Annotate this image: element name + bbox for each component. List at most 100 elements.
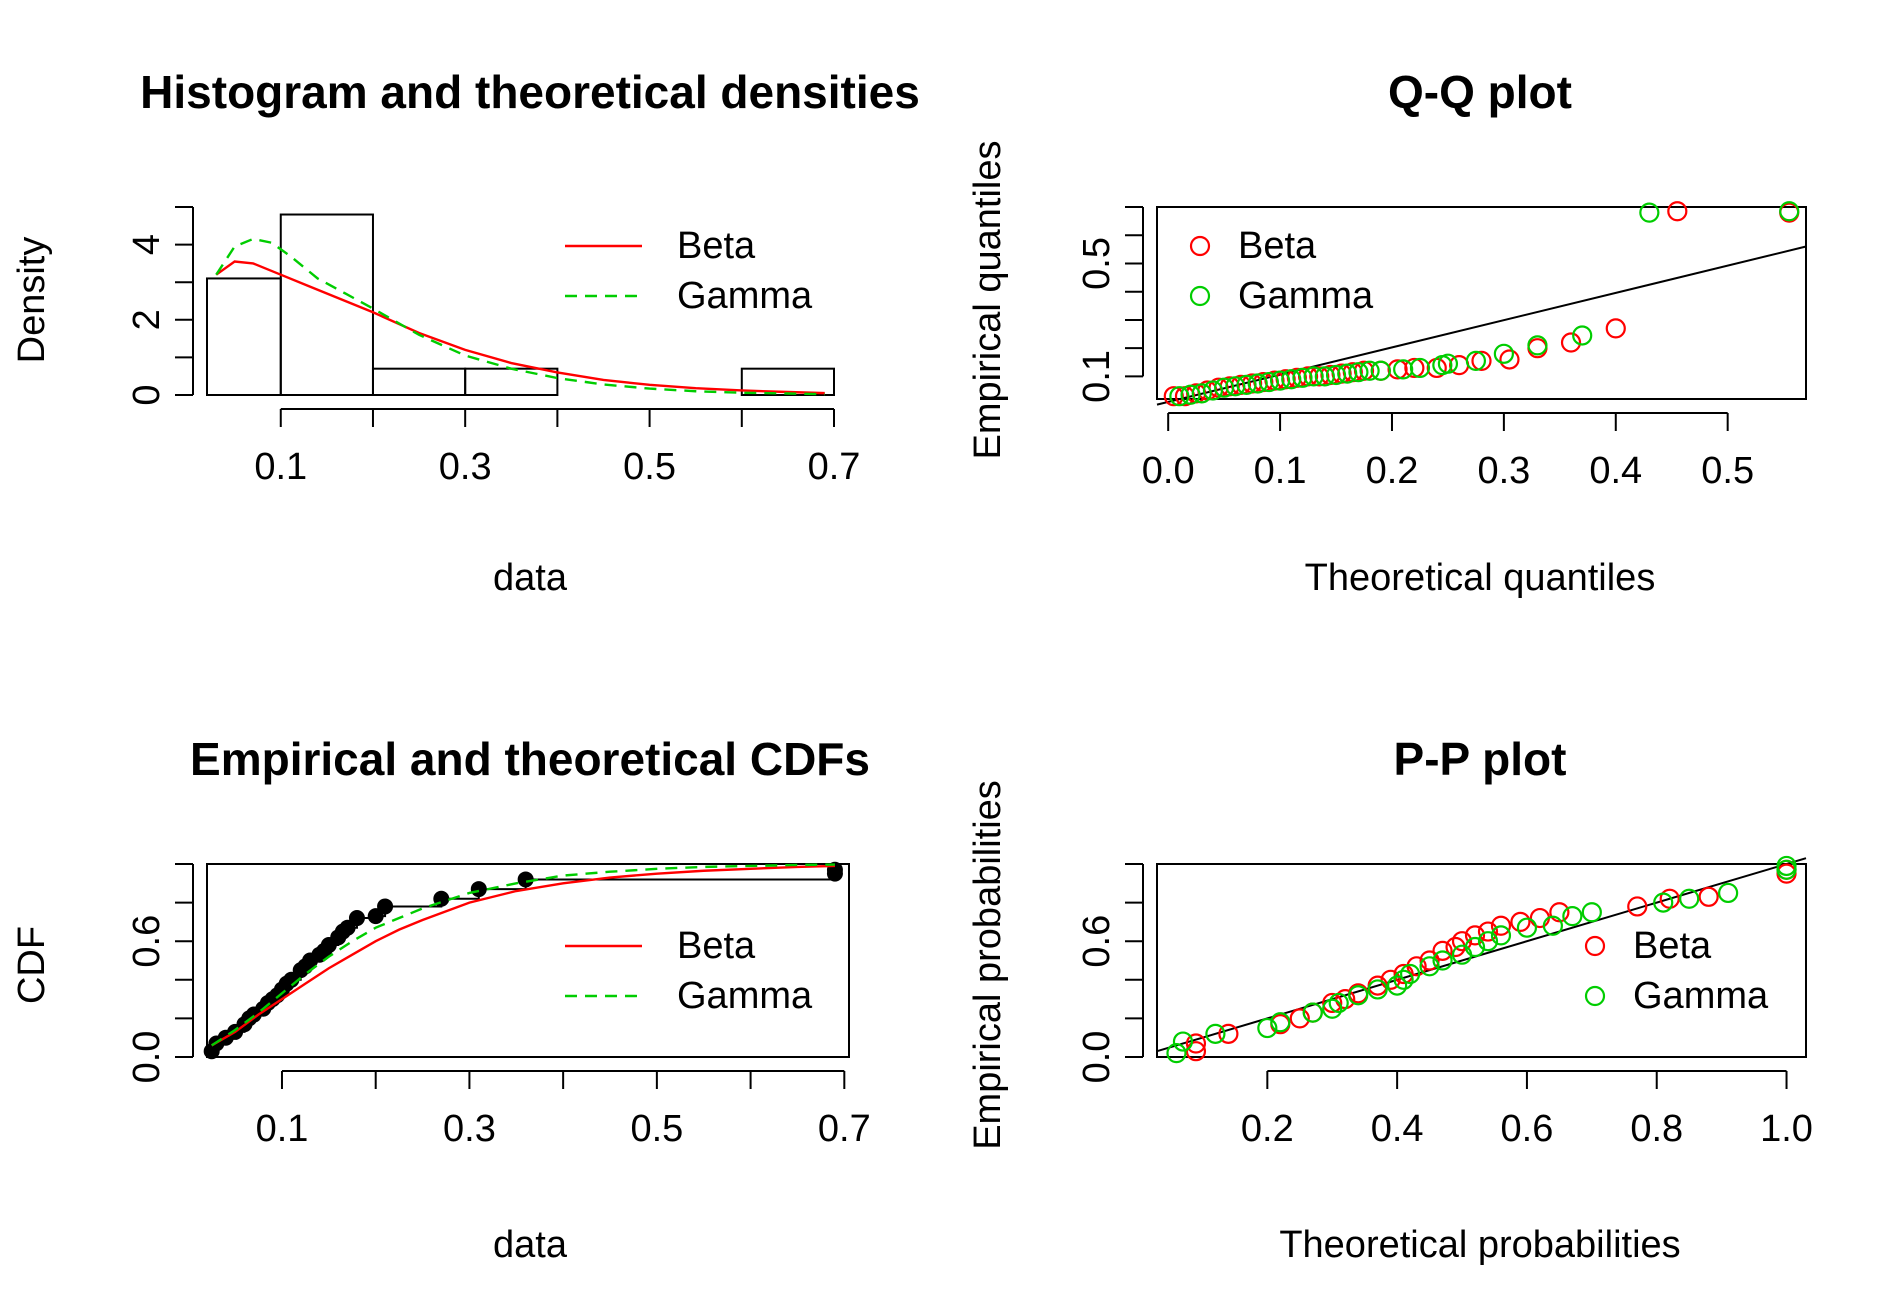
empirical-point <box>517 871 534 888</box>
panel-histogram: Histogram and theoretical densities data… <box>11 66 920 599</box>
gamma-point <box>1527 335 1548 356</box>
plot-area: 0.2 0.4 0.6 0.8 1.0 0.0 0.6 Beta Gamma <box>1076 855 1813 1150</box>
gamma-point <box>1370 360 1391 381</box>
y-axis-label: Density <box>11 237 53 364</box>
gamma-point <box>1258 371 1279 393</box>
y-tick-label: 0.6 <box>126 915 168 968</box>
gamma-point <box>1325 364 1347 386</box>
legend-label: Gamma <box>677 275 813 317</box>
beta-curve <box>215 260 825 395</box>
plot-area: 0.1 0.3 0.5 0.7 0 2 4 Beta Gamma <box>126 206 861 488</box>
y-axis-label: Empirical quantiles <box>967 141 1009 460</box>
legend: Beta Gamma <box>565 225 813 317</box>
legend-gamma-marker <box>1189 285 1211 307</box>
gamma-point <box>1348 362 1369 383</box>
gamma-point <box>1166 1043 1187 1064</box>
beta-point <box>1464 925 1486 946</box>
legend: Beta Gamma <box>1584 925 1769 1017</box>
x-axis-label: data <box>493 1224 568 1266</box>
x-tick-label: 0.5 <box>630 1108 683 1150</box>
gamma-point <box>1516 917 1538 938</box>
plot-frame <box>1156 206 1807 400</box>
x-tick-label: 0.1 <box>256 1108 309 1150</box>
x-axis-label: Theoretical probabilities <box>1279 1224 1680 1266</box>
legend-label: Beta <box>677 225 756 267</box>
gamma-point <box>1172 1031 1194 1052</box>
x-tick-label: 0.7 <box>808 446 861 488</box>
gamma-point <box>1437 353 1459 374</box>
gamma-point <box>1205 1023 1226 1044</box>
gamma-point <box>1464 936 1486 958</box>
plot-area: 0.0 0.1 0.2 0.3 0.4 0.5 0.1 0.5 Beta Gamma <box>1076 201 1807 492</box>
x-axis-label: data <box>493 557 568 599</box>
x-tick-label: 0.1 <box>254 446 307 488</box>
legend-beta-marker <box>1189 235 1211 257</box>
gamma-point <box>1679 888 1700 909</box>
beta-point <box>1667 201 1688 222</box>
beta-point <box>1490 915 1512 936</box>
beta-point <box>1627 896 1648 917</box>
gamma-point <box>1562 906 1583 927</box>
x-tick-label: 1.0 <box>1760 1108 1813 1150</box>
gamma-point <box>1302 1002 1323 1023</box>
y-axis-label: Empirical probabilities <box>967 780 1009 1150</box>
y-tick-label: 0.0 <box>126 1031 168 1084</box>
gamma-point <box>1779 201 1800 222</box>
beta-point <box>1549 902 1570 923</box>
gamma-point <box>1270 1012 1291 1033</box>
legend: Beta Gamma <box>565 925 813 1017</box>
beta-point <box>1560 332 1582 353</box>
gamma-curve <box>211 863 835 1047</box>
histogram-bar <box>279 213 374 396</box>
x-axis-label: Theoretical quantiles <box>1305 557 1656 599</box>
beta-point <box>1698 886 1719 907</box>
beta-point <box>1185 1033 1207 1054</box>
gamma-point <box>1409 357 1431 379</box>
gamma-point <box>1572 325 1593 346</box>
gamma-point <box>1225 376 1246 397</box>
gamma-point <box>1477 931 1499 952</box>
x-tick-label: 0.5 <box>1701 450 1754 492</box>
beta-point <box>1309 366 1330 387</box>
gamma-point <box>1214 377 1235 398</box>
gamma-point <box>1348 985 1369 1006</box>
gamma-point <box>1257 1017 1278 1039</box>
beta-point <box>1432 940 1453 961</box>
legend-label: Beta <box>1633 925 1712 967</box>
beta-point <box>1289 1008 1310 1029</box>
gamma-point <box>1387 975 1408 996</box>
beta-point <box>1380 969 1401 990</box>
beta-point <box>1499 349 1520 370</box>
gamma-point <box>1393 359 1414 380</box>
gamma-point <box>1337 363 1358 384</box>
gamma-point <box>1542 915 1563 936</box>
beta-point <box>1322 992 1343 1014</box>
beta-point <box>1387 359 1408 380</box>
gamma-point <box>1581 902 1602 923</box>
y-tick-label: 0.6 <box>1076 915 1118 968</box>
x-tick-label: 0.3 <box>443 1108 496 1150</box>
x-tick-label: 0.5 <box>623 446 676 488</box>
beta-point <box>1218 1023 1239 1044</box>
empirical-point <box>470 881 487 898</box>
gamma-point <box>1393 969 1414 990</box>
y-tick-label: 0.1 <box>1076 350 1118 403</box>
gamma-point <box>1432 950 1453 971</box>
panel-cdf: Empirical and theoretical CDFs data CDF … <box>11 733 871 1266</box>
y-tick-label: 0.5 <box>1076 237 1118 290</box>
beta-point <box>1163 386 1184 407</box>
gamma-point <box>1169 386 1190 407</box>
gamma-point <box>1653 892 1674 913</box>
legend-beta-marker <box>1584 935 1606 957</box>
x-tick-label: 0.1 <box>1254 450 1307 492</box>
chart-title: Empirical and theoretical CDFs <box>190 733 870 785</box>
chart-title: Histogram and theoretical densities <box>140 66 920 118</box>
gamma-point <box>1236 374 1257 395</box>
gamma-point <box>1247 373 1268 394</box>
x-tick-label: 0.3 <box>439 446 492 488</box>
x-tick-label: 0.6 <box>1501 1108 1554 1150</box>
beta-point <box>1477 921 1499 942</box>
gamma-curve <box>215 237 825 396</box>
x-tick-label: 0.8 <box>1630 1108 1683 1150</box>
legend-label: Gamma <box>1238 275 1374 317</box>
